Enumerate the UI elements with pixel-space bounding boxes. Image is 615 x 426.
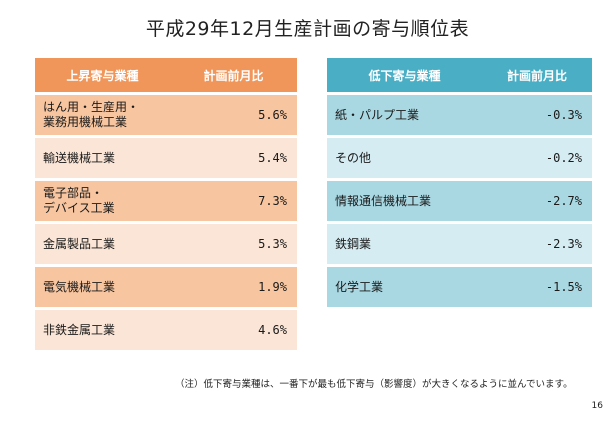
value-cell: 4.6% <box>170 310 297 350</box>
industry-cell: 化学工業 <box>327 267 482 307</box>
header-industry: 低下寄与業種 <box>327 58 482 92</box>
table-row: 化学工業 -1.5% <box>327 267 592 307</box>
header-industry: 上昇寄与業種 <box>35 58 170 92</box>
table-header-row: 上昇寄与業種 計画前月比 <box>35 58 297 92</box>
table-row: 情報通信機械工業 -2.7% <box>327 181 592 221</box>
industry-cell: 情報通信機械工業 <box>327 181 482 221</box>
table-row: 紙・パルプ工業 -0.3% <box>327 95 592 135</box>
value-cell: -2.3% <box>482 224 592 264</box>
table-row: 非鉄金属工業 4.6% <box>35 310 297 350</box>
industry-cell: 鉄鋼業 <box>327 224 482 264</box>
industry-line1: 電子部品・ <box>43 186 104 200</box>
header-value: 計画前月比 <box>482 58 592 92</box>
value-cell: -0.3% <box>482 95 592 135</box>
table-row: 鉄鋼業 -2.3% <box>327 224 592 264</box>
value-cell: 7.3% <box>170 181 297 221</box>
value-cell: 1.9% <box>170 267 297 307</box>
table-row: その他 -0.2% <box>327 138 592 178</box>
page-number: 16 <box>591 401 603 411</box>
industry-cell: 金属製品工業 <box>35 224 170 264</box>
industry-cell: 電子部品・ デバイス工業 <box>35 181 170 221</box>
table-row: 金属製品工業 5.3% <box>35 224 297 264</box>
value-cell: -2.7% <box>482 181 592 221</box>
value-cell: -1.5% <box>482 267 592 307</box>
table-row: 電気機械工業 1.9% <box>35 267 297 307</box>
industry-cell: 非鉄金属工業 <box>35 310 170 350</box>
table-row: はん用・生産用・ 業務用機械工業 5.6% <box>35 95 297 135</box>
industry-line2: 業務用機械工業 <box>43 115 128 129</box>
falling-contribution-table: 低下寄与業種 計画前月比 紙・パルプ工業 -0.3% その他 -0.2% 情報通… <box>327 55 592 310</box>
industry-cell: はん用・生産用・ 業務用機械工業 <box>35 95 170 135</box>
industry-cell: 紙・パルプ工業 <box>327 95 482 135</box>
industry-cell: 電気機械工業 <box>35 267 170 307</box>
industry-line2: デバイス工業 <box>43 201 115 215</box>
rising-contribution-table: 上昇寄与業種 計画前月比 はん用・生産用・ 業務用機械工業 5.6% 輸送機械工業… <box>35 55 297 353</box>
header-value: 計画前月比 <box>170 58 297 92</box>
industry-line1: はん用・生産用・ <box>43 100 140 114</box>
footnote: （注）低下寄与業種は、一番下が最も低下寄与（影響度）が大きくなるように並んでいま… <box>175 379 573 390</box>
value-cell: 5.6% <box>170 95 297 135</box>
value-cell: -0.2% <box>482 138 592 178</box>
page-title: 平成29年12月生産計画の寄与順位表 <box>145 18 470 40</box>
industry-cell: その他 <box>327 138 482 178</box>
value-cell: 5.4% <box>170 138 297 178</box>
table-row: 輸送機械工業 5.4% <box>35 138 297 178</box>
table-row: 電子部品・ デバイス工業 7.3% <box>35 181 297 221</box>
value-cell: 5.3% <box>170 224 297 264</box>
table-header-row: 低下寄与業種 計画前月比 <box>327 58 592 92</box>
industry-cell: 輸送機械工業 <box>35 138 170 178</box>
